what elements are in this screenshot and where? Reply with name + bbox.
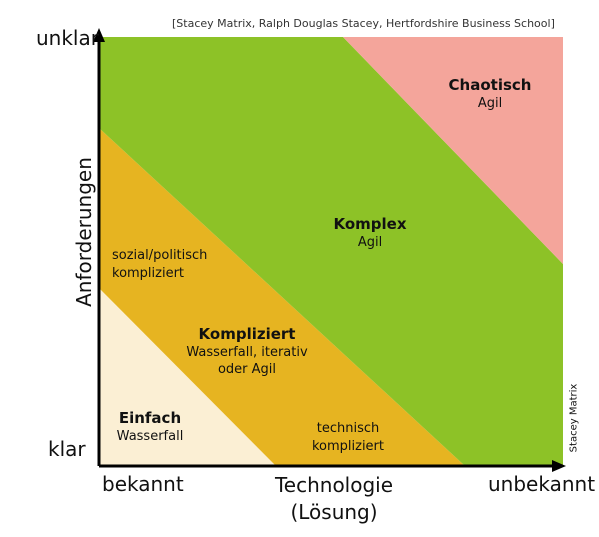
x-axis-title: Technologie (Lösung) — [268, 472, 400, 526]
chaotisch-name: Chaotisch — [448, 76, 532, 94]
x-axis-arrowhead — [552, 460, 566, 472]
technisch-note-line1: technisch — [316, 421, 380, 436]
x-axis-title-line1: Technologie — [274, 473, 394, 497]
einfach-region — [99, 288, 276, 466]
y-axis-title-text: Anforderungen — [72, 157, 96, 307]
sozial-note-line1: sozial/politisch — [112, 248, 208, 263]
sozial-politisch-note: sozial/politisch kompliziert — [112, 247, 207, 283]
einfach-method: Wasserfall — [116, 429, 184, 444]
kompliziert-name: Kompliziert — [198, 325, 296, 343]
technisch-note: technisch kompliziert — [308, 420, 388, 456]
komplex-region — [99, 37, 563, 466]
kompliziert-method-line1: Wasserfall, iterativ — [186, 345, 308, 360]
chaotisch-method: Agil — [477, 96, 503, 111]
x-axis-title-line2: (Lösung) — [290, 500, 378, 524]
x-axis-left-label: bekannt — [102, 472, 184, 496]
kompliziert-method-line2: oder Agil — [217, 362, 277, 377]
einfach-label: Einfach Wasserfall — [105, 409, 195, 445]
chaotisch-region — [343, 37, 563, 264]
komplex-method: Agil — [357, 235, 383, 250]
y-axis-top-label: unklar — [36, 26, 99, 50]
side-note-text: Stacey Matrix — [568, 383, 580, 453]
komplex-label: Komplex Agil — [320, 215, 420, 251]
x-axis-right-label: unbekannt — [488, 472, 596, 496]
einfach-name: Einfach — [118, 409, 182, 427]
kompliziert-label: Kompliziert Wasserfall, iterativ oder Ag… — [172, 325, 322, 378]
komplex-name: Komplex — [333, 215, 407, 233]
sozial-note-line2: kompliziert — [112, 266, 185, 281]
chaotisch-label: Chaotisch Agil — [440, 76, 540, 112]
technisch-note-line2: kompliziert — [311, 439, 385, 454]
citation: [Stacey Matrix, Ralph Douglas Stacey, He… — [172, 17, 555, 30]
y-axis-arrowhead — [93, 28, 105, 42]
y-axis-bottom-label: klar — [48, 437, 86, 461]
